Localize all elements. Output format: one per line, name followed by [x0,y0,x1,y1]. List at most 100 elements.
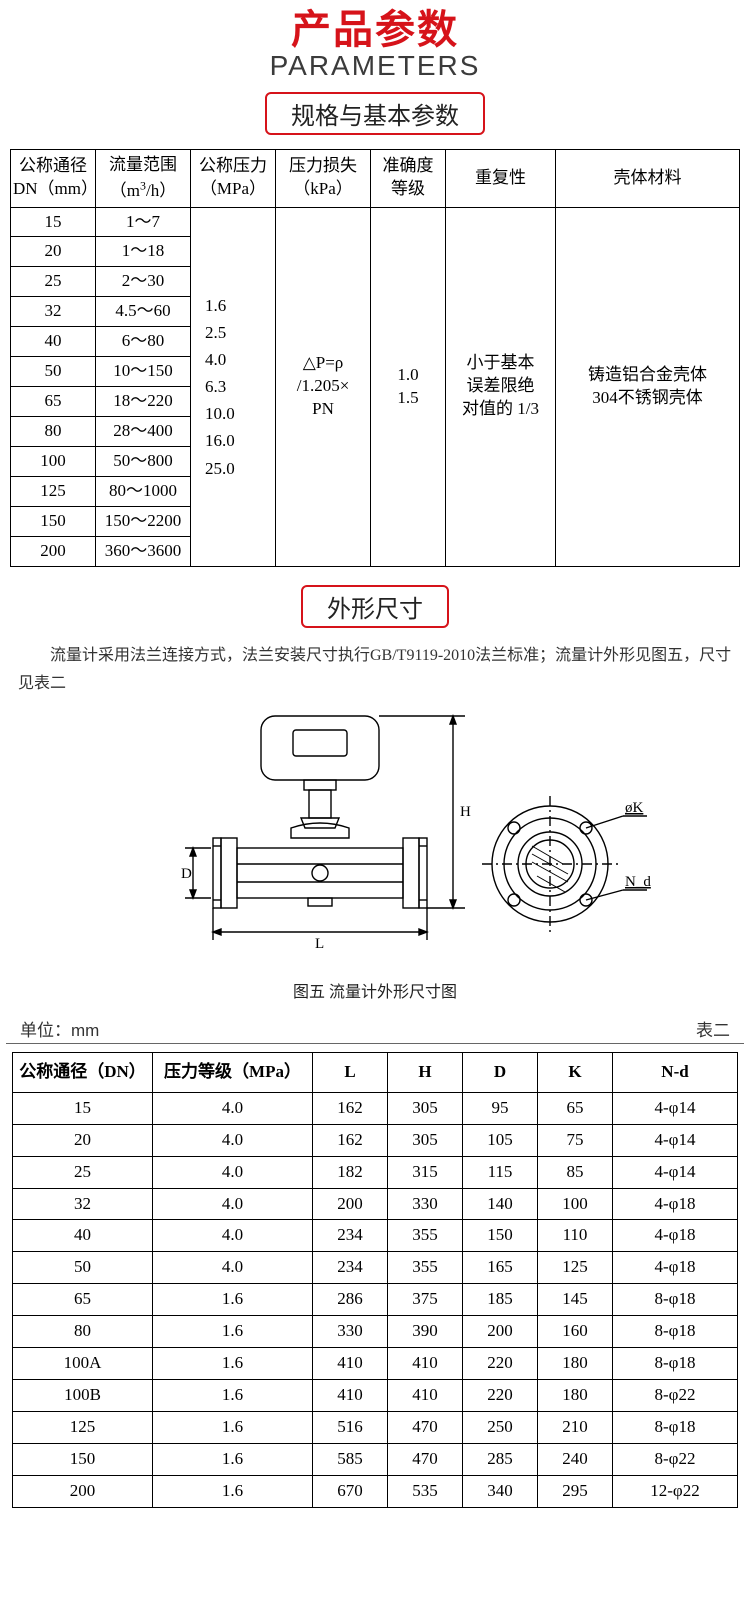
t1-cell-dn: 65 [11,387,96,417]
t2-cell-L: 200 [313,1188,388,1220]
t1-cell-dn: 20 [11,237,96,267]
th-dn-l1: 公称通径 [19,156,87,175]
t2-cell-H: 535 [388,1475,463,1507]
t2-cell-Nd: 4-φ14 [613,1156,738,1188]
t2-cell-mpa: 1.6 [153,1412,313,1444]
th-material: 壳体材料 [556,150,740,208]
t1-cell-loss: △P=ρ /1.205× PN [276,207,371,566]
t2-cell-mpa: 1.6 [153,1316,313,1348]
t1-cell-dn: 125 [11,476,96,506]
t1-cell-material: 铸造铝合金壳体 304不锈钢壳体 [556,207,740,566]
t2-cell-L: 234 [313,1252,388,1284]
t1-cell-flow: 50～800 [96,447,191,477]
t2-cell-mpa: 1.6 [153,1475,313,1507]
dim-label-D: D [181,866,192,882]
table1-row: 151～71.6 2.5 4.0 6.3 10.0 16.0 25.0△P=ρ … [11,207,740,237]
t2-cell-dn: 32 [13,1188,153,1220]
th-repeat: 重复性 [446,150,556,208]
t2-cell-Nd: 8-φ18 [613,1316,738,1348]
t2-cell-L: 516 [313,1412,388,1444]
t2-cell-D: 220 [463,1380,538,1412]
t2-cell-L: 162 [313,1124,388,1156]
t2-cell-dn: 25 [13,1156,153,1188]
t2-cell-mpa: 4.0 [153,1092,313,1124]
t1-cell-dn: 40 [11,327,96,357]
t2-cell-D: 340 [463,1475,538,1507]
title-cn: 产品参数 [0,8,750,52]
t2-cell-D: 115 [463,1156,538,1188]
t2-cell-Nd: 4-φ18 [613,1252,738,1284]
t2-cell-H: 330 [388,1188,463,1220]
diagram-caption: 图五 流量计外形尺寸图 [0,978,750,1002]
t2-th-L: L [313,1052,388,1092]
title-en: PARAMETERS [0,50,750,82]
table2-row: 154.016230595654-φ14 [13,1092,738,1124]
table2-row: 2001.667053534029512-φ22 [13,1475,738,1507]
t2-cell-H: 470 [388,1444,463,1476]
table1-header-row: 公称通径DN（mm） 流量范围（m3/h） 公称压力（MPa） 压力损失（kPa… [11,150,740,208]
t1-cell-flow: 10～150 [96,357,191,387]
table2-row: 504.02343551651254-φ18 [13,1252,738,1284]
t2-cell-Nd: 4-φ18 [613,1188,738,1220]
t1-cell-repeat: 小于基本 误差限绝 对值的 1/3 [446,207,556,566]
dim-label-Nd: N_d [625,874,651,890]
t1-cell-dn: 100 [11,447,96,477]
table2-unit-label: 单位：mm [20,1016,99,1041]
t2-cell-D: 165 [463,1252,538,1284]
t2-cell-H: 470 [388,1412,463,1444]
table2-row: 204.0162305105754-φ14 [13,1124,738,1156]
t2-cell-dn: 20 [13,1124,153,1156]
t2-cell-K: 295 [538,1475,613,1507]
table2-row: 404.02343551501104-φ18 [13,1220,738,1252]
t2-cell-Nd: 8-φ18 [613,1284,738,1316]
t1-cell-dn: 200 [11,536,96,566]
t1-cell-flow: 2～30 [96,267,191,297]
t2-cell-dn: 40 [13,1220,153,1252]
t2-th-mpa: 压力等级（MPa） [153,1052,313,1092]
t1-cell-flow: 80～1000 [96,476,191,506]
t2-cell-H: 355 [388,1220,463,1252]
t2-cell-K: 210 [538,1412,613,1444]
t2-cell-H: 355 [388,1252,463,1284]
spec-table-1: 公称通径DN（mm） 流量范围（m3/h） 公称压力（MPa） 压力损失（kPa… [10,149,740,567]
t2-cell-mpa: 1.6 [153,1284,313,1316]
t1-cell-flow: 18～220 [96,387,191,417]
t2-cell-L: 330 [313,1316,388,1348]
t2-cell-D: 200 [463,1316,538,1348]
t2-cell-K: 75 [538,1124,613,1156]
t2-cell-L: 234 [313,1220,388,1252]
table2-title-row: 单位：mm 表二 [6,1016,744,1044]
t2-cell-dn: 80 [13,1316,153,1348]
t2-cell-D: 250 [463,1412,538,1444]
t2-cell-D: 140 [463,1188,538,1220]
t2-cell-Nd: 4-φ14 [613,1124,738,1156]
t2-cell-dn: 100A [13,1348,153,1380]
diagram-svg: L D H øK N_d [95,704,655,969]
th-accuracy: 准确度等级 [371,150,446,208]
t2-cell-mpa: 1.6 [153,1380,313,1412]
t2-cell-D: 150 [463,1220,538,1252]
t2-cell-H: 315 [388,1156,463,1188]
subheader-dim: 外形尺寸 [301,585,449,628]
t1-cell-dn: 25 [11,267,96,297]
t2-cell-H: 410 [388,1348,463,1380]
spec-table-2: 公称通径（DN） 压力等级（MPa） L H D K N-d 154.01623… [12,1052,738,1508]
t2-cell-K: 145 [538,1284,613,1316]
t2-cell-H: 390 [388,1316,463,1348]
t1-cell-flow: 1～7 [96,207,191,237]
t2-cell-D: 105 [463,1124,538,1156]
t1-cell-flow: 28～400 [96,417,191,447]
t1-cell-flow: 1～18 [96,237,191,267]
t2-cell-L: 585 [313,1444,388,1476]
t2-cell-K: 125 [538,1252,613,1284]
t2-cell-Nd: 12-φ22 [613,1475,738,1507]
t1-cell-pressure: 1.6 2.5 4.0 6.3 10.0 16.0 25.0 [191,207,276,566]
t2-cell-dn: 125 [13,1412,153,1444]
t1-cell-flow: 150～2200 [96,506,191,536]
table2-row: 1251.65164702502108-φ18 [13,1412,738,1444]
table2-row: 100A1.64104102201808-φ18 [13,1348,738,1380]
subheader-spec-wrap: 规格与基本参数 [0,92,750,135]
t2-cell-dn: 50 [13,1252,153,1284]
dim-label-H: H [460,804,471,820]
t2-cell-K: 160 [538,1316,613,1348]
